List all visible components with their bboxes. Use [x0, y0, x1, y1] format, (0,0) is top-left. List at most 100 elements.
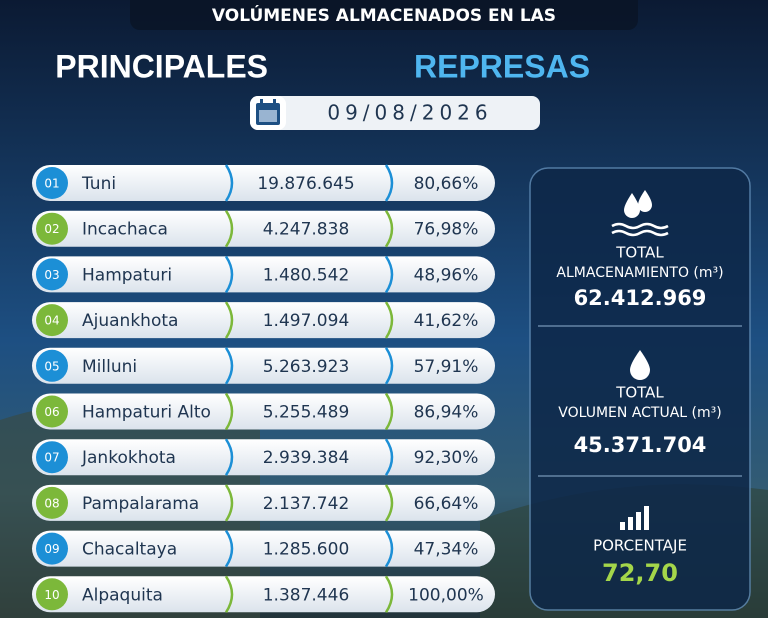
row-pill: [32, 165, 495, 201]
row-pill: [32, 576, 495, 613]
separator: [224, 347, 234, 385]
row-number: 10: [44, 588, 59, 602]
drop-icon: [630, 350, 650, 380]
row-number-badge: [36, 167, 68, 199]
reservoir-name: Chacaltaya: [82, 540, 177, 560]
reservoir-name: Incachaca: [82, 220, 168, 240]
row-number: 08: [44, 496, 59, 510]
separator: [384, 575, 394, 613]
separator: [384, 438, 394, 476]
volume: 5.263.923: [263, 357, 350, 377]
percentage: 86,94%: [414, 403, 479, 423]
row-number: 03: [44, 268, 59, 282]
title-word: REPRESAS: [414, 48, 590, 84]
volume: 1.387.446: [263, 585, 350, 605]
separator: [224, 301, 234, 339]
separator: [384, 164, 394, 202]
summary-label: VOLUMEN ACTUAL (m³): [558, 405, 721, 421]
volume: 19.876.645: [257, 174, 354, 194]
table-row: 08 Pampalarama 2.137.742 66,64%: [32, 484, 495, 522]
row-number: 02: [44, 222, 59, 236]
separator: [224, 484, 234, 522]
table-row: 03 Hampaturi 1.480.542 48,96%: [32, 255, 495, 294]
row-number-badge: [36, 578, 68, 611]
row-number-badge: [36, 486, 68, 519]
separator: [224, 164, 234, 202]
row-pill: [32, 256, 495, 293]
separator: [384, 529, 394, 568]
reservoir-name: Tuni: [81, 174, 116, 194]
row-number-badge: [36, 532, 68, 565]
volume: 2.137.742: [263, 494, 350, 514]
table-row: 07 Jankokhota 2.939.384 92,30%: [32, 438, 495, 476]
summary-panel: [529, 167, 751, 611]
row-pill: [32, 210, 495, 247]
row-number: 01: [44, 177, 59, 191]
separator: [384, 392, 394, 431]
row-number: 05: [44, 359, 59, 373]
row-pill: [32, 302, 495, 339]
calendar-icon: [250, 96, 286, 130]
row-number-badge: [36, 258, 68, 291]
percentage: 92,30%: [414, 448, 479, 468]
summary-value: 62.412.969: [574, 286, 707, 310]
row-number: 09: [44, 542, 59, 556]
separator: [224, 210, 234, 248]
percentage: 48,96%: [414, 265, 479, 285]
separator: [224, 392, 234, 431]
volume: 1.497.094: [263, 311, 350, 331]
date: 09/08/2026: [327, 101, 492, 125]
volume: 2.939.384: [263, 448, 350, 468]
percentage: 47,34%: [414, 540, 479, 560]
summary-value: 45.371.704: [574, 433, 707, 457]
table-row: 01 Tuni 19.876.645 80,66%: [32, 164, 495, 202]
separator: [224, 575, 234, 613]
row-pill: [32, 393, 495, 430]
row-pill: [32, 484, 495, 521]
percentage: 80,66%: [414, 174, 479, 194]
row-number-badge: [36, 304, 68, 337]
bars-icon: [620, 506, 649, 530]
summary-value: 72,70: [602, 559, 678, 587]
row-number-badge: [36, 212, 68, 245]
separator: [384, 255, 394, 294]
table-row: 02 Incachaca 4.247.838 76,98%: [32, 210, 495, 248]
title-word: PRINCIPALES: [55, 48, 268, 84]
reservoir-name: Ajuankhota: [82, 311, 178, 331]
row-number-badge: [36, 395, 68, 428]
summary-label: PORCENTAJE: [593, 537, 687, 555]
separator: [384, 484, 394, 522]
volume: 1.480.542: [263, 265, 350, 285]
percentage: 76,98%: [414, 220, 479, 240]
title-bar: [130, 0, 638, 30]
summary-label: TOTAL: [615, 384, 664, 402]
row-pill: [32, 347, 495, 384]
percentage: 57,91%: [414, 357, 479, 377]
separator: [224, 255, 234, 294]
percentage: 41,62%: [414, 311, 479, 331]
table-row: 04 Ajuankhota 1.497.094 41,62%: [32, 301, 495, 339]
separator: [224, 438, 234, 476]
row-pill: [32, 439, 495, 476]
row-number: 07: [44, 451, 59, 465]
volume: 1.285.600: [263, 540, 350, 560]
reservoir-name: Pampalarama: [82, 494, 199, 514]
row-number: 04: [44, 314, 59, 328]
percentage: 66,64%: [414, 494, 479, 514]
table-row: 05 Milluni 5.263.923 57,91%: [32, 347, 495, 385]
row-number-badge: [36, 441, 68, 474]
reservoir-name: Jankokhota: [81, 448, 176, 468]
reservoir-name: Milluni: [82, 357, 137, 377]
percentage: 100,00%: [408, 585, 484, 605]
table-row: 10 Alpaquita 1.387.446 100,00%: [32, 575, 495, 613]
separator: [384, 347, 394, 385]
row-number-badge: [36, 349, 68, 382]
separator: [224, 529, 234, 568]
row-pill: [32, 530, 495, 567]
reservoir-name: Alpaquita: [82, 585, 163, 605]
volume: 4.247.838: [263, 220, 350, 240]
table-row: 09 Chacaltaya 1.285.600 47,34%: [32, 529, 495, 568]
title-line: VOLÚMENES ALMACENADOS EN LAS: [212, 4, 556, 26]
reservoir-name: Hampaturi Alto: [82, 403, 211, 423]
date-box: [250, 96, 540, 130]
